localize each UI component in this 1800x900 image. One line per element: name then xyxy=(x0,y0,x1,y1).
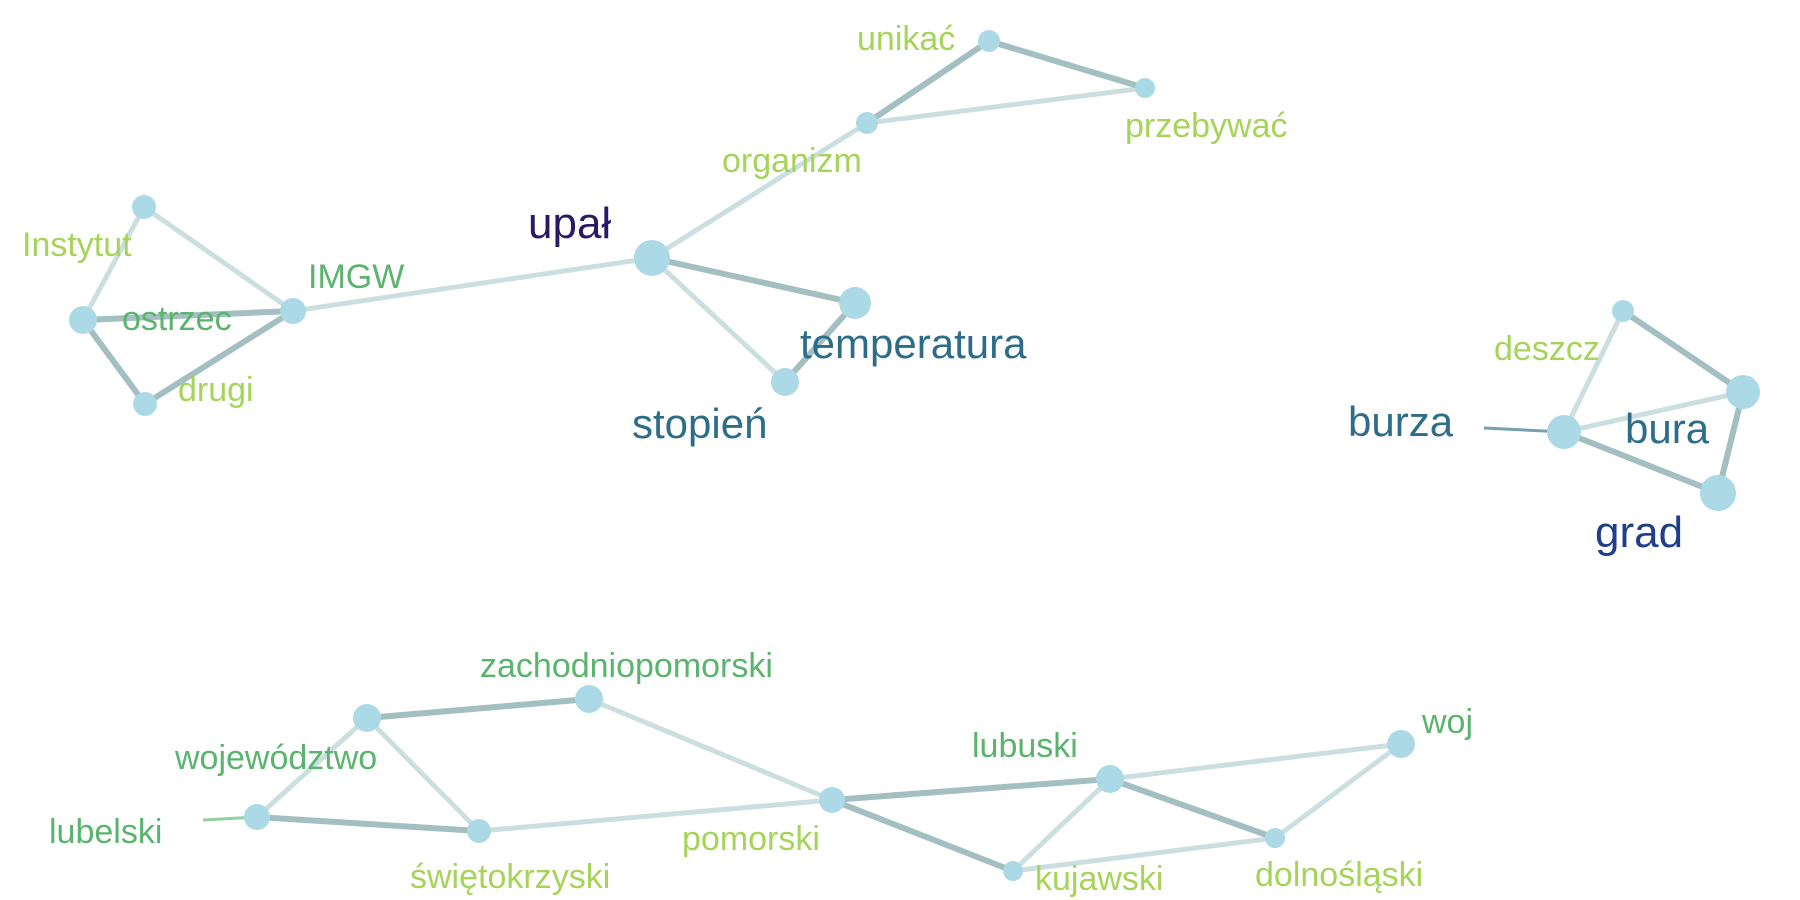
edge-deszcz-burza xyxy=(1561,308,1626,435)
node-imgw xyxy=(280,298,306,324)
edge-burza-bura xyxy=(1561,389,1746,435)
edge-wojewodztwo-swietokrzyski xyxy=(364,715,482,834)
label-przebywac: przebywać xyxy=(1125,107,1288,145)
node-przebywac xyxy=(1135,78,1155,98)
node-kujawski xyxy=(1003,861,1023,881)
edge-unikac-przebywac xyxy=(986,38,1148,91)
node-dolnoslaski xyxy=(1265,828,1285,848)
node-stopien xyxy=(771,368,799,396)
node-bura xyxy=(1726,375,1760,409)
label-deszcz: deszcz xyxy=(1494,330,1600,368)
edge-temperatura-stopien xyxy=(782,300,858,385)
edge-burza-grad xyxy=(1561,429,1721,496)
label-swietokrzyski: świętokrzyski xyxy=(410,858,610,896)
label-burza: burza xyxy=(1348,398,1454,445)
edge-wojewodztwo-zachodniopomorski xyxy=(364,696,592,721)
edge-imgw-instytut xyxy=(141,204,296,314)
label-drugi: drugi xyxy=(178,371,254,409)
edge-lubuski-woj xyxy=(1107,741,1404,782)
label-temperatura: temperatura xyxy=(800,320,1027,367)
label-zachodniopomorski: zachodniopomorski xyxy=(480,647,773,685)
node-wojewodztwo xyxy=(353,704,381,732)
edge-zachodniopomorski-pomorski xyxy=(586,696,835,803)
label-upal: upał xyxy=(528,199,611,248)
label-imgw: IMGW xyxy=(308,258,404,296)
edge-drugi-imgw xyxy=(142,308,296,407)
label-unikac: unikać xyxy=(857,20,955,58)
label-lubelski: lubelski xyxy=(49,813,162,851)
node-deszcz xyxy=(1612,300,1634,322)
edge-ostrzec-imgw xyxy=(80,308,296,323)
label-organizm: organizm xyxy=(722,142,862,180)
node-upal xyxy=(634,240,670,276)
label-dolnoslaski: dolnośląski xyxy=(1255,856,1423,894)
label-stopien: stopień xyxy=(632,400,767,447)
node-lubelski xyxy=(244,804,270,830)
node-pomorski xyxy=(819,787,845,813)
node-temperatura xyxy=(839,287,871,319)
node-grad xyxy=(1700,475,1736,511)
edge-upal-temperatura xyxy=(649,255,858,306)
edge-kujawski-dolnoslaski xyxy=(1010,835,1278,874)
label-lubuski: lubuski xyxy=(972,727,1078,765)
label-ostrzec: ostrzec xyxy=(122,300,232,338)
node-layer xyxy=(69,30,1760,881)
node-organizm xyxy=(856,112,878,134)
edge-ostrzec-drugi xyxy=(80,317,148,407)
label-grad: grad xyxy=(1595,508,1683,557)
label-kujawski: kujawski xyxy=(1035,860,1163,898)
edge-organizm-przebywac xyxy=(864,85,1148,126)
edge-lubuski-dolnoslaski xyxy=(1107,776,1278,841)
node-swietokrzyski xyxy=(467,819,491,843)
node-zachodniopomorski xyxy=(575,685,603,713)
edge-deszcz-bura xyxy=(1620,308,1746,395)
node-drugi xyxy=(133,392,157,416)
edge-swietokrzyski-pomorski xyxy=(476,797,835,834)
label-bura: bura xyxy=(1625,405,1710,452)
edge-upal-organizm xyxy=(649,120,870,261)
edge-upal-stopien xyxy=(649,255,788,385)
label-layer: upał organizm unikać przebywać temperatura st… xyxy=(22,20,1710,898)
label-woj: woj xyxy=(1421,703,1473,741)
node-ostrzec xyxy=(69,306,97,334)
edge-woj-dolnoslaski xyxy=(1272,741,1404,841)
edge-wojewodztwo-lubelski xyxy=(254,715,370,820)
edge-lubuski-kujawski xyxy=(1010,776,1113,874)
label-instytut: Instytut xyxy=(22,226,132,264)
edge-pomorski-lubuski xyxy=(829,776,1113,803)
label-pomorski: pomorski xyxy=(682,820,820,858)
edge-pomorski-kujawski xyxy=(829,797,1016,874)
edge-layer xyxy=(80,38,1746,874)
node-lubuski xyxy=(1096,765,1124,793)
node-unikac xyxy=(978,30,1000,52)
edge-upal-imgw xyxy=(290,255,655,314)
node-instytut xyxy=(132,195,156,219)
label-wojewodztwo: województwo xyxy=(174,739,377,777)
node-burza xyxy=(1547,415,1581,449)
edge-organizm-unikac xyxy=(864,38,992,126)
edge-lubelski-swietokrzyski xyxy=(254,814,482,834)
node-woj xyxy=(1387,730,1415,758)
edge-instytut-ostrzec xyxy=(80,204,147,323)
